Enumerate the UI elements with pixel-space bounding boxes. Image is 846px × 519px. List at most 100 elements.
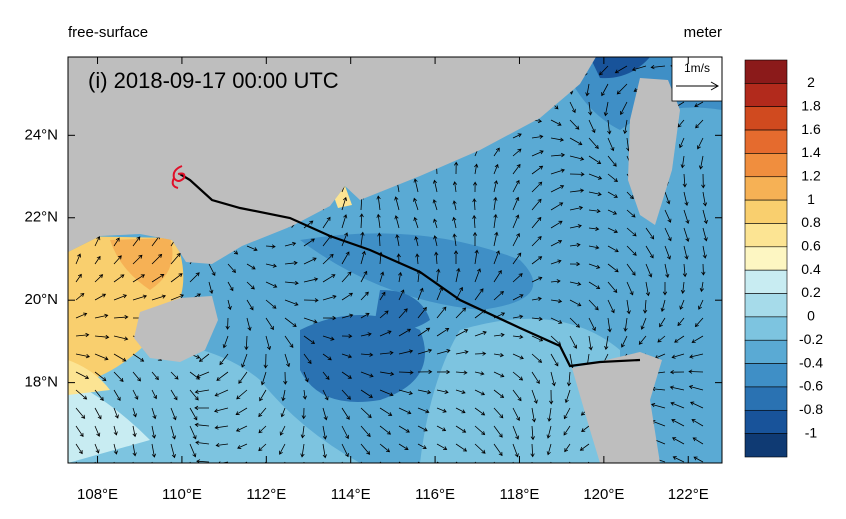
vector bbox=[151, 461, 157, 463]
vector bbox=[94, 274, 104, 283]
vector bbox=[604, 335, 609, 351]
vector bbox=[531, 389, 538, 404]
vector bbox=[512, 314, 524, 319]
vector bbox=[669, 369, 685, 375]
vector bbox=[550, 220, 563, 229]
colorbar-label: -0.6 bbox=[799, 378, 823, 394]
vector bbox=[452, 181, 458, 193]
vector bbox=[196, 371, 210, 378]
vector bbox=[569, 101, 576, 114]
vector bbox=[379, 443, 391, 453]
vector bbox=[303, 220, 314, 229]
vector bbox=[631, 65, 647, 72]
map-label: (i) 2018-09-17 00:00 UTC bbox=[88, 68, 339, 93]
vector bbox=[151, 407, 157, 420]
vector bbox=[303, 353, 312, 365]
vector bbox=[341, 425, 349, 440]
vector bbox=[432, 179, 438, 193]
vector bbox=[436, 369, 451, 375]
vector bbox=[322, 425, 328, 440]
vector bbox=[113, 237, 120, 247]
vector bbox=[189, 461, 197, 463]
vector bbox=[75, 292, 85, 301]
colorbar-box bbox=[744, 199, 788, 224]
vector bbox=[683, 191, 689, 207]
vector bbox=[588, 263, 601, 269]
vector bbox=[432, 199, 438, 211]
vector bbox=[474, 407, 486, 416]
taiwan bbox=[628, 78, 680, 225]
vector bbox=[614, 65, 628, 74]
vector bbox=[341, 443, 349, 458]
field-patch bbox=[68, 360, 110, 395]
vector bbox=[94, 334, 110, 340]
typhoon-symbol bbox=[171, 165, 186, 189]
colorbar-box bbox=[744, 409, 788, 434]
vector bbox=[670, 401, 685, 409]
vector bbox=[698, 155, 704, 170]
vector bbox=[626, 299, 631, 315]
vector bbox=[341, 353, 353, 359]
vector bbox=[132, 371, 142, 382]
vector bbox=[455, 370, 468, 375]
vector bbox=[455, 329, 469, 337]
vector bbox=[208, 281, 214, 294]
vector bbox=[607, 155, 617, 167]
vector bbox=[265, 299, 277, 309]
vector bbox=[677, 317, 685, 327]
vector bbox=[694, 317, 704, 328]
vector bbox=[398, 271, 403, 283]
vector bbox=[75, 407, 86, 419]
vector bbox=[300, 461, 306, 463]
vector bbox=[550, 239, 563, 247]
vector bbox=[531, 407, 537, 423]
vector bbox=[170, 443, 176, 459]
vector bbox=[360, 371, 374, 378]
vector bbox=[472, 214, 477, 229]
vector bbox=[246, 281, 255, 290]
vector bbox=[322, 461, 328, 463]
vector bbox=[531, 236, 542, 247]
vector bbox=[170, 294, 184, 301]
vector bbox=[360, 443, 371, 455]
vector bbox=[170, 371, 179, 380]
vector bbox=[417, 327, 431, 337]
vector bbox=[607, 281, 618, 293]
vector bbox=[132, 407, 137, 418]
vector bbox=[208, 263, 216, 277]
hainan bbox=[134, 296, 218, 362]
vector bbox=[679, 299, 685, 310]
vector bbox=[531, 134, 544, 139]
vector bbox=[360, 270, 368, 283]
vector bbox=[531, 181, 543, 193]
vector bbox=[213, 407, 229, 413]
vector bbox=[588, 208, 601, 214]
vector bbox=[493, 332, 505, 338]
vector bbox=[626, 209, 636, 218]
vector bbox=[690, 401, 704, 409]
vector bbox=[303, 317, 318, 324]
vector bbox=[246, 299, 254, 311]
vector bbox=[417, 369, 433, 374]
vector bbox=[530, 461, 536, 463]
vector bbox=[132, 443, 137, 457]
vector bbox=[360, 352, 374, 357]
vector bbox=[702, 191, 708, 207]
vector bbox=[701, 263, 706, 276]
vector bbox=[283, 371, 288, 385]
map-frame bbox=[67, 56, 723, 464]
vector bbox=[341, 389, 351, 400]
vector bbox=[546, 425, 552, 439]
vector bbox=[398, 328, 412, 337]
vector bbox=[260, 371, 267, 386]
vector bbox=[569, 335, 578, 349]
x-tick-label: 116°E bbox=[415, 486, 455, 503]
vector bbox=[265, 335, 272, 351]
vector bbox=[433, 235, 438, 247]
vector bbox=[132, 274, 145, 283]
vector bbox=[195, 440, 210, 445]
colorbar-box bbox=[744, 59, 788, 84]
vector bbox=[453, 250, 459, 265]
colorbar-box bbox=[744, 106, 788, 131]
vector bbox=[512, 148, 522, 157]
